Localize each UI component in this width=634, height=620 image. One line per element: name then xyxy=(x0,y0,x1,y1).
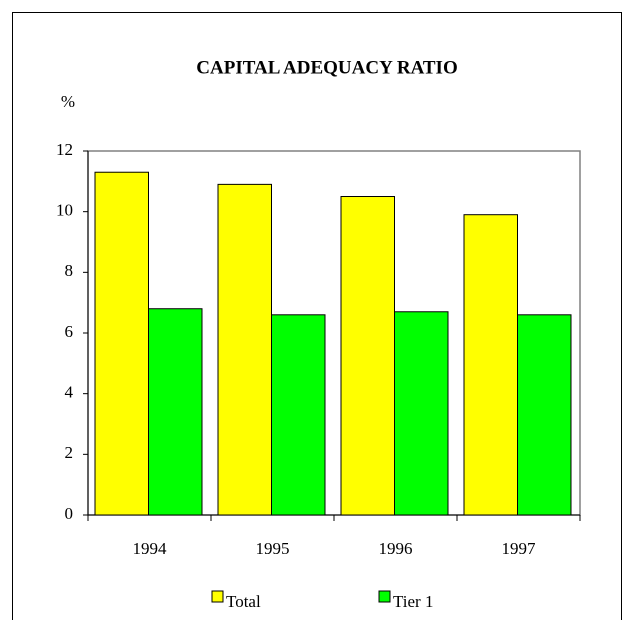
x-tick-label: 1995 xyxy=(256,539,290,558)
legend-swatch xyxy=(378,590,391,603)
chart-frame xyxy=(12,12,622,620)
bar xyxy=(217,183,272,516)
bar xyxy=(394,311,449,516)
y-tick-label: 0 xyxy=(65,504,74,523)
y-tick-label: 8 xyxy=(65,261,74,280)
y-tick-label: 10 xyxy=(56,201,73,220)
x-tick-label: 1997 xyxy=(502,539,537,558)
x-tick-label: 1994 xyxy=(133,539,168,558)
bar xyxy=(340,196,395,516)
bar xyxy=(517,314,572,516)
bar xyxy=(148,308,203,516)
bar xyxy=(94,171,149,516)
y-axis-label: % xyxy=(61,92,75,111)
y-tick-label: 4 xyxy=(65,383,74,402)
y-tick-label: 2 xyxy=(65,443,74,462)
bar xyxy=(271,314,326,516)
legend-label: Total xyxy=(226,592,261,611)
chart-title: CAPITAL ADEQUACY RATIO xyxy=(196,57,457,78)
bar xyxy=(463,214,518,516)
legend-swatch xyxy=(211,590,224,603)
y-tick-label: 12 xyxy=(56,140,73,159)
y-tick-label: 6 xyxy=(65,322,74,341)
x-tick-label: 1996 xyxy=(379,539,413,558)
legend-label: Tier 1 xyxy=(393,592,433,611)
